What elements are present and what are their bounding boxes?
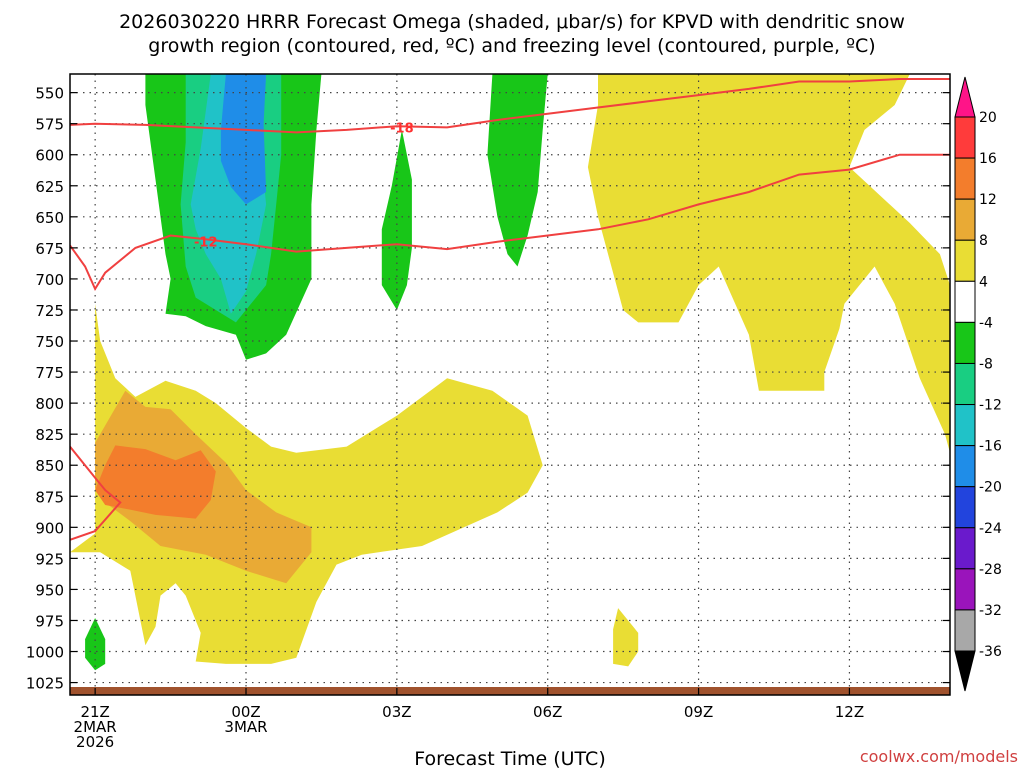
x-tick-label-12-0: 09Z xyxy=(684,703,713,721)
credit-link[interactable]: coolwx.com/models xyxy=(860,747,1018,766)
x-tick-label-15-0: 12Z xyxy=(835,703,864,721)
y-tick-label-675: 675 xyxy=(35,240,64,258)
y-tick-label-875: 875 xyxy=(35,488,64,506)
y-tick-label-850: 850 xyxy=(35,457,64,475)
colorbar-swatch-5 xyxy=(954,321,976,364)
colorbar-swatch-7 xyxy=(954,404,976,447)
colorbar-top-cap xyxy=(954,76,976,118)
chart-title-line-2: growth region (contoured, red, ºC) and f… xyxy=(148,35,875,57)
colorbar-swatch-6 xyxy=(954,362,976,406)
y-tick-label-925: 925 xyxy=(35,550,64,568)
colorbar-swatch-0 xyxy=(954,116,976,159)
colorbar-label-1: 16 xyxy=(979,151,997,167)
colorbar-swatch-11 xyxy=(954,568,976,611)
y-tick-label-825: 825 xyxy=(35,426,64,444)
y-tick-label-625: 625 xyxy=(35,178,64,196)
colorbar-label-6: -8 xyxy=(979,356,993,372)
x-tick-label-9-0: 06Z xyxy=(533,703,562,721)
colorbar: 20 16 12 8 4 -4 -8 -12 -16 -20 -24 -28 -32 -36 xyxy=(954,76,1002,692)
x-axis-label: Forecast Time (UTC) xyxy=(414,748,605,768)
colorbar-label-5: -4 xyxy=(979,315,993,331)
omega-region-blue-upper-left xyxy=(220,74,267,205)
y-tick-label-950: 950 xyxy=(35,581,64,599)
colorbar-label-10: -24 xyxy=(979,521,1002,537)
y-tick-label-700: 700 xyxy=(35,271,64,289)
colorbar-label-3: 8 xyxy=(979,233,988,249)
dgz-contours: -18 -12 xyxy=(70,78,950,541)
y-tick-label-775: 775 xyxy=(35,364,64,382)
ground-surface xyxy=(70,687,950,695)
colorbar-label-2: 12 xyxy=(979,192,997,208)
omega-region-green-03z xyxy=(381,129,412,310)
y-tick-label-600: 600 xyxy=(35,147,64,165)
colorbar-label-12: -32 xyxy=(979,603,1002,619)
chart-title-line-1: 2026030220 HRRR Forecast Omega (shaded, … xyxy=(119,11,905,33)
y-axis: 550 575 600 625 650 675 700 725 750 775 800 825 850 8… xyxy=(26,85,950,693)
colorbar-label-8: -16 xyxy=(979,439,1002,455)
colorbar-label-7: -12 xyxy=(979,398,1002,414)
x-tick-label-3-0: 00Z xyxy=(231,703,260,721)
dgz-label-1: -12 xyxy=(194,236,218,251)
colorbar-label-11: -28 xyxy=(979,562,1002,578)
omega-region-red-orange-core xyxy=(95,445,216,519)
y-tick-label-1025: 1025 xyxy=(26,675,64,693)
dgz-label-0: -18 xyxy=(390,121,414,136)
colorbar-label-13: -36 xyxy=(979,644,1002,660)
colorbar-label-0: 20 xyxy=(979,110,997,126)
colorbar-swatch-8 xyxy=(954,445,976,488)
y-tick-label-650: 650 xyxy=(35,209,64,227)
x-tick-label-0-2: 2026 xyxy=(76,733,114,751)
y-tick-label-725: 725 xyxy=(35,302,64,320)
colorbar-swatch-2 xyxy=(954,198,976,241)
colorbar-label-9: -20 xyxy=(979,480,1002,496)
y-tick-label-550: 550 xyxy=(35,85,64,103)
x-tick-label-0-1: 2MAR xyxy=(74,718,117,736)
y-tick-label-575: 575 xyxy=(35,116,64,134)
y-tick-label-750: 750 xyxy=(35,333,64,351)
x-tick-label-3-1: 3MAR xyxy=(224,718,267,736)
colorbar-label-4: 4 xyxy=(979,274,988,290)
omega-region-yellow-low-left xyxy=(70,216,543,664)
x-tick-label-6-0: 03Z xyxy=(382,703,411,721)
omega-region-yellow-small-right xyxy=(613,608,639,667)
dgz-line-2 xyxy=(70,445,122,541)
omega-region-green-0430z xyxy=(487,74,548,267)
colorbar-swatch-1 xyxy=(954,157,976,200)
colorbar-swatch-4 xyxy=(954,280,976,323)
y-tick-label-800: 800 xyxy=(35,395,64,413)
ground-strip xyxy=(70,687,950,695)
colorbar-swatch-9 xyxy=(954,486,976,529)
colorbar-swatch-3 xyxy=(954,239,976,282)
omega-region-green-small-left xyxy=(85,618,106,671)
omega-shading xyxy=(70,74,950,671)
dgz-line-0 xyxy=(70,78,950,134)
x-tick-label-0-0: 21Z xyxy=(80,703,109,721)
colorbar-swatch-12 xyxy=(954,609,976,652)
y-tick-label-900: 900 xyxy=(35,519,64,537)
dgz-line-1 xyxy=(70,153,950,292)
colorbar-swatch-10 xyxy=(954,527,976,570)
y-tick-label-975: 975 xyxy=(35,612,64,630)
plot-frame xyxy=(69,73,951,696)
omega-region-yellow-right xyxy=(587,74,950,453)
y-tick-label-1000: 1000 xyxy=(26,644,64,662)
colorbar-bottom-cap xyxy=(954,650,976,692)
